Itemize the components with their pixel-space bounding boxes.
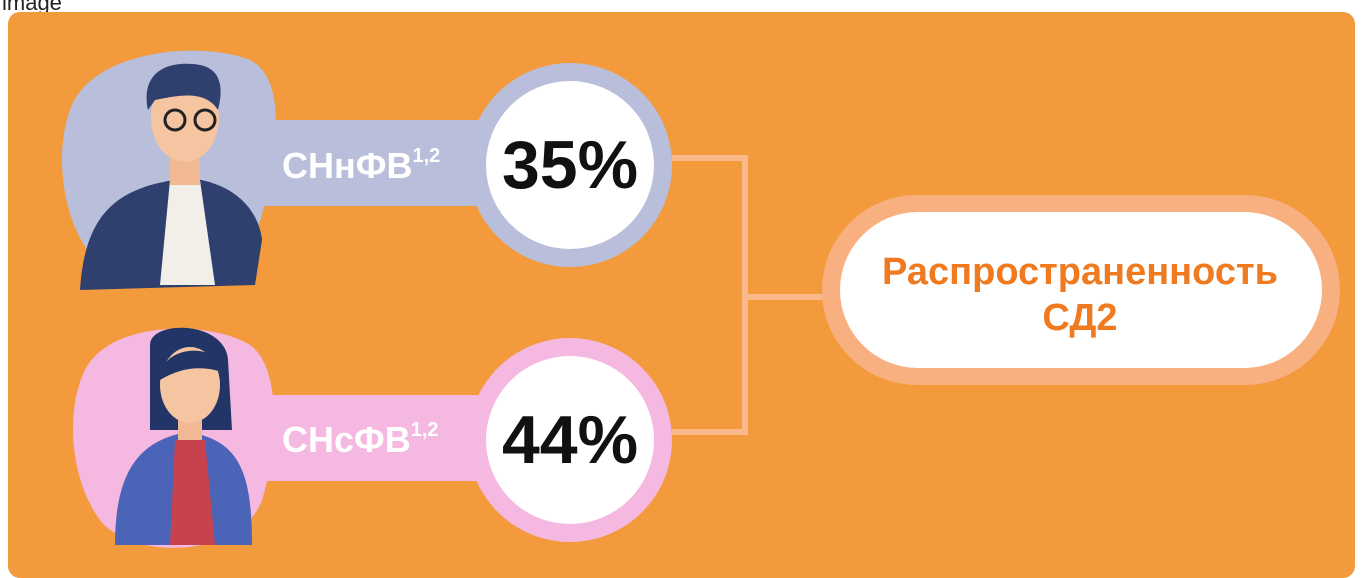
target-line: СД2 (1042, 297, 1117, 339)
infographic: image СНнФВ1,2 35% (0, 0, 1363, 578)
superscript: 1,2 (412, 145, 440, 167)
page: {"caption": "image", "groups": [ {"label… (0, 0, 1363, 578)
target: Распространенность СД2 (822, 195, 1340, 385)
target-line: Распространенность (882, 251, 1278, 293)
value: 35% (502, 127, 638, 203)
label-text: СНсФВ (282, 419, 411, 460)
superscript: 1,2 (411, 419, 439, 441)
value: 44% (502, 402, 638, 478)
label-text: СНнФВ (282, 145, 412, 186)
